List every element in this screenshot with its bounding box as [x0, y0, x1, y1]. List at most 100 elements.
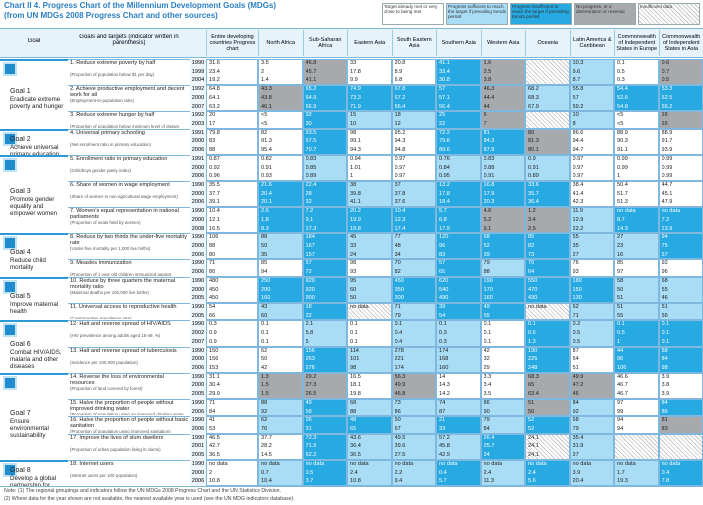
cell-value: 12.3	[394, 216, 406, 223]
cell-value: 94.4	[572, 138, 584, 145]
year: 2005	[190, 390, 206, 399]
cell-value: 93.9	[661, 147, 673, 154]
year: 1992	[190, 111, 206, 120]
cell-value: 97	[617, 269, 624, 276]
cell-value: 0.1	[261, 321, 269, 328]
cell-value: 20.2	[350, 208, 361, 215]
cell-value: 250	[261, 277, 271, 284]
cell-value: 248	[528, 365, 538, 371]
cell-value: 14.3	[439, 382, 450, 389]
cell	[206, 233, 258, 260]
year: 1990	[190, 207, 206, 216]
year: 1991	[190, 154, 206, 164]
cell-value: 37.6	[394, 199, 406, 206]
year: 2006	[190, 364, 206, 373]
goal-icon	[3, 279, 17, 294]
cell-value: 1	[617, 338, 621, 345]
cell-value: 64	[528, 269, 535, 276]
year: 2000	[190, 137, 206, 147]
cell-value: 114	[350, 347, 359, 354]
cell-value: 0.5	[572, 338, 581, 345]
cell-value: no data	[572, 460, 592, 467]
cell-value: 450	[394, 277, 404, 284]
cell-value: 80.1	[528, 147, 539, 154]
cell-value: 88	[483, 269, 490, 276]
cell-value: 68.3	[528, 373, 539, 380]
cell-value: 88	[261, 399, 268, 406]
cell	[347, 233, 392, 260]
cell-value: 0.5	[617, 68, 625, 75]
cell	[206, 128, 258, 155]
cell	[302, 433, 347, 460]
cell-value: 1.3	[528, 338, 536, 345]
goal-icon	[3, 236, 17, 251]
cell-value: 167	[305, 243, 315, 249]
cell-value: 0.1	[394, 321, 403, 328]
subtitle: (from UN MDGs 2008 Progress Chart and ot…	[4, 11, 218, 20]
cell-value: 50	[394, 417, 401, 424]
cell-value: 3.9	[661, 391, 670, 398]
cell	[525, 372, 570, 399]
legend-swatch	[638, 3, 700, 25]
cell	[436, 259, 481, 277]
year: 2004	[190, 76, 206, 86]
cell-value: 29	[483, 365, 490, 371]
cell-value: 0.1	[439, 321, 447, 328]
cell-value: 7.2	[661, 216, 670, 223]
cell-value: 10.8	[350, 478, 361, 485]
cell	[569, 416, 614, 434]
cell-value: 91.3	[261, 138, 272, 145]
cell-value: 55	[617, 312, 624, 319]
cell-value: 65	[350, 426, 357, 432]
cell-value: 1.4	[261, 77, 269, 84]
column-header: Oceania	[525, 30, 570, 56]
cell	[614, 207, 659, 234]
cell-value: 28.2	[261, 443, 272, 450]
cell	[436, 372, 481, 399]
cell-value: 92	[261, 408, 268, 415]
cell	[436, 207, 481, 234]
cell	[206, 111, 258, 129]
cell	[614, 154, 659, 181]
cell	[302, 459, 347, 486]
cell-value: 13.2	[439, 182, 450, 188]
cell-value: 620	[439, 277, 449, 284]
target-label: 13. Halt and reverse spread of tuberculo…	[70, 347, 177, 354]
cell-value: 57.2	[439, 434, 450, 441]
cell-value: 17.8	[439, 190, 450, 197]
cell-value: 86	[394, 408, 401, 415]
cell-value: 16	[661, 121, 668, 127]
cell	[658, 233, 703, 260]
cell	[347, 346, 392, 373]
cell	[480, 459, 525, 486]
legend-label: Target already met or very close to bein…	[384, 4, 438, 14]
cell	[391, 233, 436, 260]
cell	[480, 372, 525, 399]
cell-value: 88	[261, 234, 268, 241]
cell-value: 44.4	[483, 94, 495, 101]
cell	[658, 85, 703, 112]
cell-value: no data	[261, 460, 280, 467]
cell	[658, 154, 703, 181]
cell-value: 2.5	[528, 225, 536, 232]
cell-value: 0.2	[572, 321, 581, 328]
cell	[347, 154, 392, 181]
year: 1991	[190, 128, 206, 138]
cell-value: 0.97	[572, 173, 584, 180]
cell-value: no data	[617, 460, 636, 467]
cell	[258, 59, 303, 86]
year: 1990	[190, 433, 206, 443]
cell	[658, 207, 703, 234]
cell-value: 23.4	[209, 68, 220, 75]
cell-value: 99.1	[350, 138, 361, 145]
goal-block	[0, 128, 68, 155]
cell-value: 71.9	[350, 103, 361, 110]
cell	[614, 276, 659, 303]
cell-value: 10	[350, 121, 357, 127]
cell-value: 0.4	[439, 469, 447, 476]
cell-value: 0.85	[305, 164, 317, 171]
cell-value: 0.3	[439, 330, 447, 337]
cell-value: 33.4	[439, 68, 450, 75]
cell	[480, 111, 525, 129]
cell-value: 94.8	[394, 147, 406, 154]
